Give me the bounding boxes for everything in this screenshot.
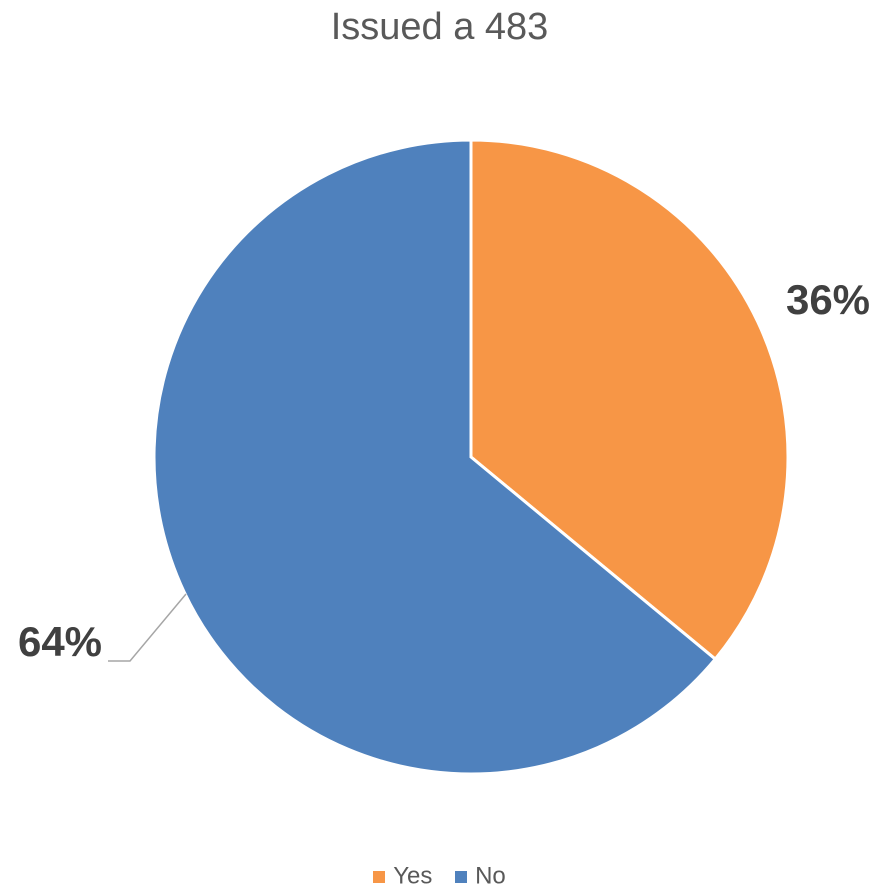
data-label-yes: 36% [786, 276, 870, 323]
legend-item-no: No [455, 862, 506, 891]
legend-label-no: No [475, 862, 506, 890]
pie-slice-no [152, 138, 718, 776]
legend: Yes No [0, 862, 879, 891]
legend-label-yes: Yes [393, 862, 433, 890]
pie-slice-yes [469, 138, 790, 662]
legend-swatch-yes [373, 870, 386, 883]
legend-swatch-no [455, 870, 468, 883]
chart-title: Issued a 483 [330, 6, 549, 48]
leader-line-no [108, 593, 187, 662]
data-label-no: 64% [18, 618, 102, 665]
legend-item-yes: Yes [373, 862, 432, 891]
